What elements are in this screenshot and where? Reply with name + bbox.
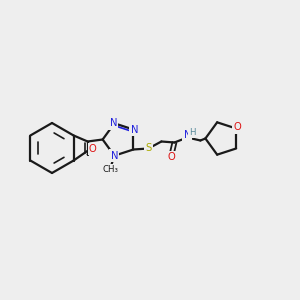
Text: O: O bbox=[89, 144, 97, 154]
Text: S: S bbox=[145, 143, 152, 154]
Text: N: N bbox=[111, 151, 118, 161]
Text: O: O bbox=[233, 122, 241, 133]
Text: N: N bbox=[110, 118, 117, 128]
Text: O: O bbox=[167, 152, 175, 163]
Text: N: N bbox=[131, 124, 138, 134]
Text: N: N bbox=[184, 130, 191, 140]
Text: CH₃: CH₃ bbox=[102, 166, 118, 175]
Text: H: H bbox=[189, 128, 196, 137]
